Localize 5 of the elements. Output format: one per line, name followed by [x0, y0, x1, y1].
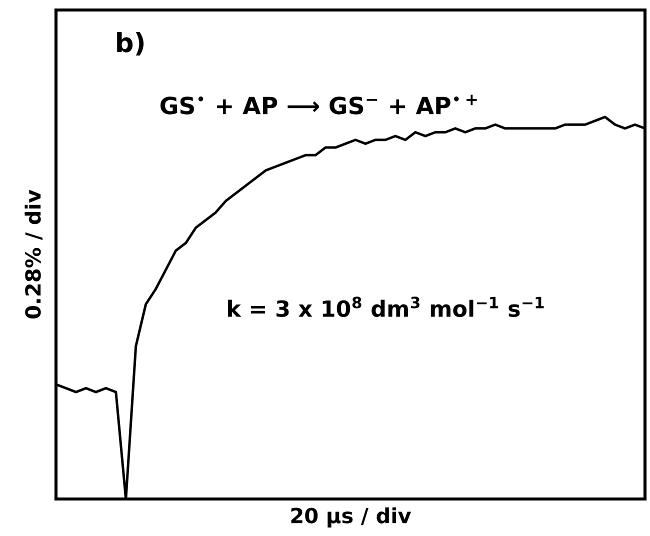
- y-axis-title: 0.28% / div: [24, 190, 42, 319]
- text: GS$^{•}$ + AP ⟶ GS$^{−}$ + AP$^{•+}$: [160, 94, 477, 114]
- chart-title: b): [117, 32, 144, 56]
- annotation: k = 3 x 10$^{8}$ dm$^{3}$ mol$^{−1}$ s$^{−1}$: [228, 296, 544, 318]
- x-axis-title: 20 µs / div: [291, 507, 412, 528]
